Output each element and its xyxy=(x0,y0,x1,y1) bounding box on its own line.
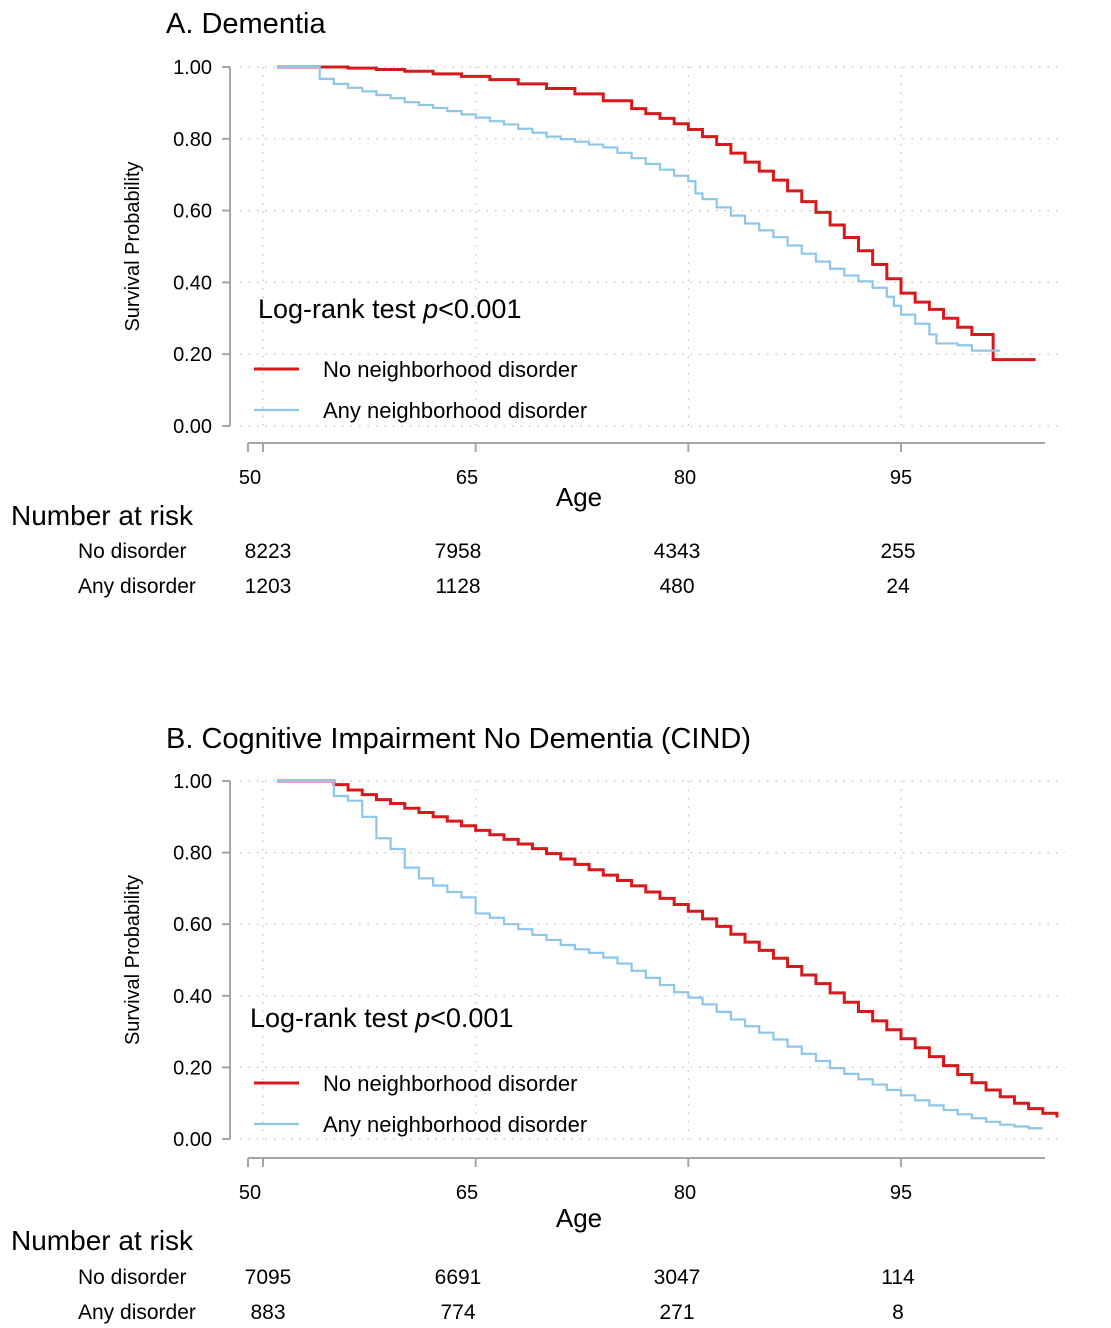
legend-label-no-disorder: No neighborhood disorder xyxy=(323,357,577,382)
x-tick-label: 80 xyxy=(674,1182,696,1204)
chart-title: B. Cognitive Impairment No Dementia (CIN… xyxy=(166,723,751,755)
risk-value: 480 xyxy=(659,575,694,598)
y-tick-label: 0.40 xyxy=(173,272,212,294)
risk-value: 4343 xyxy=(654,540,701,563)
x-axis-label: Age xyxy=(556,482,602,512)
y-tick-label: 0.40 xyxy=(173,986,212,1008)
legend-label-any-disorder: Any neighborhood disorder xyxy=(323,398,587,423)
risk-value: 8223 xyxy=(245,540,292,563)
series-no-disorder xyxy=(277,779,1059,1118)
legend: No neighborhood disorder Any neighborhood… xyxy=(254,1071,587,1137)
x-axis-label: Age xyxy=(556,1203,602,1233)
risk-value: 883 xyxy=(250,1301,285,1324)
risk-value: 271 xyxy=(659,1301,694,1324)
y-tick-label: 0.60 xyxy=(173,914,212,936)
chart-title: A. Dementia xyxy=(166,8,326,40)
x-tick-label: 65 xyxy=(456,467,478,489)
risk-value: 3047 xyxy=(654,1266,701,1289)
risk-value: 255 xyxy=(880,540,915,563)
risk-value: 7095 xyxy=(245,1266,292,1289)
risk-value: 8 xyxy=(892,1301,904,1324)
risk-value: 1128 xyxy=(435,575,480,598)
y-axis-label: Survival Probability xyxy=(122,875,144,1045)
y-tick-label: 0.80 xyxy=(173,843,212,865)
x-tick-label: 65 xyxy=(456,1182,478,1204)
risk-value: 1203 xyxy=(245,575,292,598)
y-tick-label: 0.20 xyxy=(173,344,212,366)
logrank-annotation: Log-rank test p<0.001 xyxy=(258,294,521,324)
risk-table-heading: Number at risk xyxy=(11,1225,194,1256)
legend-label-no-disorder: No neighborhood disorder xyxy=(323,1071,577,1096)
y-tick-label: 0.20 xyxy=(173,1057,212,1079)
series-no-disorder xyxy=(277,65,1036,362)
panel-b-cind: B. Cognitive Impairment No Dementia (CIN… xyxy=(11,723,1065,1324)
risk-value: 6691 xyxy=(435,1266,482,1289)
risk-table-heading: Number at risk xyxy=(11,500,194,531)
y-tick-label: 0.00 xyxy=(173,1129,212,1151)
series-any-disorder xyxy=(277,65,1001,352)
x-tick-label: 50 xyxy=(239,467,261,489)
panel-a-dementia: A. Dementia 0.00 0.20 0.40 0.60 0.80 1.00 Survi… xyxy=(11,8,1065,598)
x-tick-label: 50 xyxy=(239,1182,261,1204)
legend-label-any-disorder: Any neighborhood disorder xyxy=(323,1112,587,1137)
x-tick-label: 80 xyxy=(674,467,696,489)
x-tick-label: 95 xyxy=(890,467,912,489)
x-tick-label: 95 xyxy=(890,1182,912,1204)
risk-value: 7958 xyxy=(435,540,482,563)
y-tick-label: 0.80 xyxy=(173,129,212,151)
y-tick-label: 0.00 xyxy=(173,416,212,438)
risk-row-label: Any disorder xyxy=(78,1301,196,1324)
risk-value: 24 xyxy=(886,575,910,598)
risk-row-label: No disorder xyxy=(78,540,187,563)
y-tick-label: 0.60 xyxy=(173,201,212,223)
series-any-disorder xyxy=(277,779,1043,1130)
risk-row-label: No disorder xyxy=(78,1266,187,1289)
number-at-risk-table: Number at risk No disorder 7095 6691 3047 114… xyxy=(11,1225,915,1324)
risk-value: 774 xyxy=(440,1301,475,1324)
logrank-annotation: Log-rank test p<0.001 xyxy=(250,1003,513,1033)
y-axis-label: Survival Probability xyxy=(122,161,144,331)
risk-row-label: Any disorder xyxy=(78,575,196,598)
y-tick-label: 1.00 xyxy=(173,771,212,793)
legend: No neighborhood disorder Any neighborhood… xyxy=(254,357,587,423)
risk-value: 114 xyxy=(881,1266,915,1289)
y-tick-label: 1.00 xyxy=(173,57,212,79)
number-at-risk-table: Number at risk No disorder 8223 7958 4343 255… xyxy=(11,500,916,598)
